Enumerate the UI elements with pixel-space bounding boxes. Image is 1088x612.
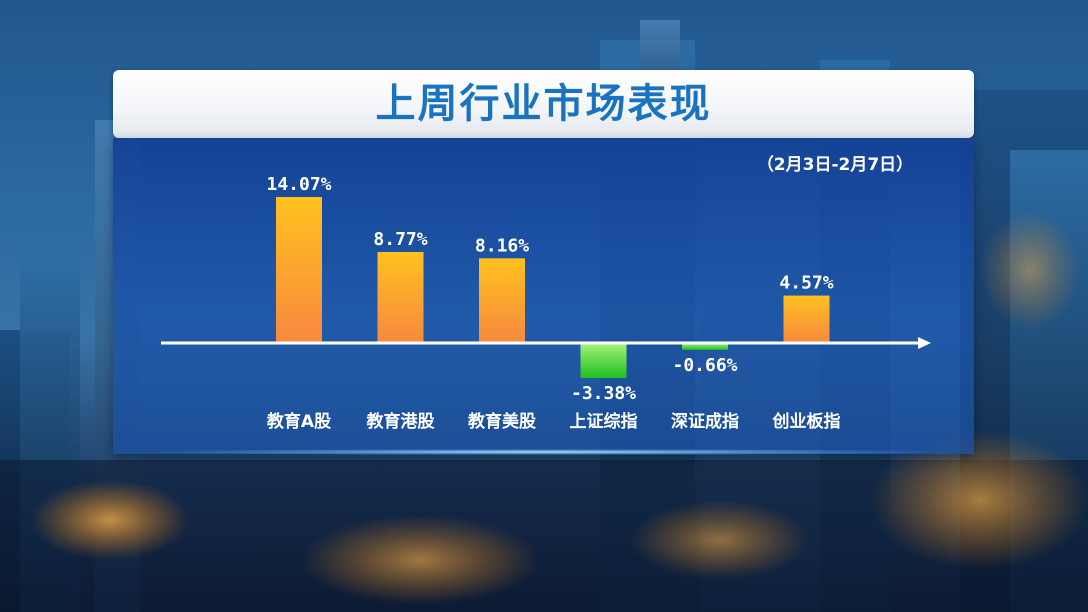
category-label-4: 上证综指 xyxy=(570,411,638,432)
title-bar: 上周行业市场表现 xyxy=(113,70,974,138)
value-label-6: 4.57% xyxy=(779,273,833,294)
value-label-3: 8.16% xyxy=(475,235,529,256)
category-label-2: 教育港股 xyxy=(366,411,435,432)
bar-chart: 14.07%8.77% 8.16%-3.38%-0.66%4.57% 教育A股 教育… xyxy=(161,174,931,432)
value-label-5: -0.66% xyxy=(672,355,737,376)
bars-group xyxy=(276,197,830,379)
value-label-4: -3.38% xyxy=(571,383,636,404)
value-label-2: 8.77% xyxy=(373,229,427,250)
bar-3 xyxy=(479,258,525,343)
category-label-3: 教育美股 xyxy=(467,411,536,432)
category-label-1: 教育A股 xyxy=(266,411,331,432)
bar-1 xyxy=(276,197,322,343)
value-label-1: 14.07% xyxy=(266,174,331,195)
value-labels-group: 14.07% 8.77% 8.16% -3.38% -0.66% 4.57% xyxy=(266,174,833,404)
axis-group xyxy=(161,337,931,349)
chart-title: 上周行业市场表现 xyxy=(375,81,712,127)
category-label-6: 创业板指 xyxy=(772,411,841,432)
bar-6 xyxy=(783,295,830,343)
bar-4 xyxy=(580,343,627,379)
panel-bottom-glow xyxy=(160,449,930,455)
chart-panel xyxy=(113,138,974,454)
date-range-label: （2月3日-2月7日） xyxy=(756,155,914,175)
bar-5 xyxy=(682,343,728,350)
x-axis-arrow xyxy=(918,337,931,349)
category-label-5: 深证成指 xyxy=(671,411,739,432)
bar-2 xyxy=(377,251,424,343)
category-labels-group: 教育A股 教育港股 教育美股 上证综指 深证成指 创业板指 xyxy=(266,411,841,432)
